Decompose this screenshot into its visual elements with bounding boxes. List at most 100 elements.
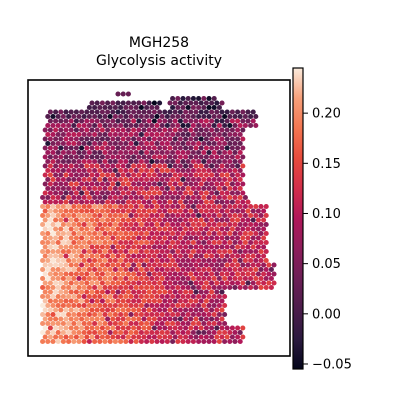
spot [92, 212, 98, 219]
spot [47, 217, 53, 223]
spot [92, 275, 98, 282]
spot [222, 158, 228, 165]
spot [151, 199, 157, 205]
spot [107, 212, 113, 219]
spot [76, 149, 82, 156]
spot [107, 230, 113, 237]
spot [157, 280, 163, 286]
spot [235, 163, 241, 169]
spot [162, 181, 168, 187]
spot [224, 118, 230, 124]
spot [84, 307, 90, 313]
spot [201, 212, 207, 219]
spot [214, 280, 220, 286]
spot [136, 307, 142, 313]
spot [60, 221, 66, 228]
spot [115, 163, 121, 169]
spot [84, 289, 90, 295]
spot [94, 109, 100, 115]
spot [105, 298, 111, 304]
spot [240, 253, 246, 259]
spot [141, 109, 147, 115]
spot [232, 329, 238, 336]
spot [94, 226, 100, 232]
spot [136, 190, 142, 196]
colorbar-tick-label: −0.05 [312, 357, 352, 372]
spot [222, 275, 228, 282]
spot [214, 199, 220, 205]
spot [196, 266, 202, 273]
spot [222, 257, 228, 264]
spot [216, 185, 222, 192]
spot [118, 122, 124, 129]
spot [157, 271, 163, 277]
spot [97, 104, 103, 111]
spot [125, 316, 131, 322]
spot [222, 230, 228, 237]
spot [170, 194, 176, 201]
spot [185, 320, 191, 327]
spot [63, 307, 69, 313]
spot [235, 172, 241, 178]
spot [172, 172, 178, 178]
spot [99, 154, 105, 160]
spot [271, 280, 277, 286]
spot [214, 298, 220, 304]
spot [180, 230, 186, 237]
spot [84, 145, 90, 151]
spot [164, 275, 170, 282]
spot [154, 311, 160, 318]
spot [128, 302, 134, 309]
spot [167, 154, 173, 160]
spot [162, 190, 168, 196]
spot [128, 329, 134, 336]
spot [118, 293, 124, 300]
spot [86, 149, 92, 156]
spot [185, 311, 191, 318]
spot [76, 302, 82, 309]
spot [211, 275, 217, 282]
spot [40, 293, 46, 300]
spot [162, 307, 168, 313]
spot [97, 167, 103, 174]
spot [118, 284, 124, 291]
spot [193, 154, 199, 160]
spot [53, 217, 59, 223]
spot [133, 221, 139, 228]
spot [86, 293, 92, 300]
spot [255, 280, 261, 286]
spot [118, 131, 124, 138]
spot [110, 271, 116, 277]
spot [235, 208, 241, 214]
spot [149, 320, 155, 327]
spot [183, 226, 189, 232]
spot [89, 280, 95, 286]
spot [89, 127, 95, 133]
spot [144, 266, 150, 273]
spot [170, 113, 176, 120]
spot [120, 136, 126, 142]
spot [99, 271, 105, 277]
spot [110, 226, 116, 232]
spot [55, 212, 61, 219]
spot [193, 181, 199, 187]
spot [190, 311, 196, 318]
spot [71, 131, 77, 138]
spot [206, 131, 212, 138]
spot [190, 284, 196, 291]
spot [68, 307, 74, 313]
spot [81, 203, 87, 210]
spot [53, 181, 59, 187]
spot [144, 131, 150, 138]
spot [120, 316, 126, 322]
spot [123, 167, 129, 174]
spot [201, 239, 207, 246]
spot [232, 338, 238, 345]
spot [55, 140, 61, 147]
spot [149, 113, 155, 120]
spot [227, 221, 233, 228]
spot [185, 230, 191, 237]
spot [63, 316, 69, 322]
spot [123, 302, 129, 309]
spot [235, 181, 241, 187]
